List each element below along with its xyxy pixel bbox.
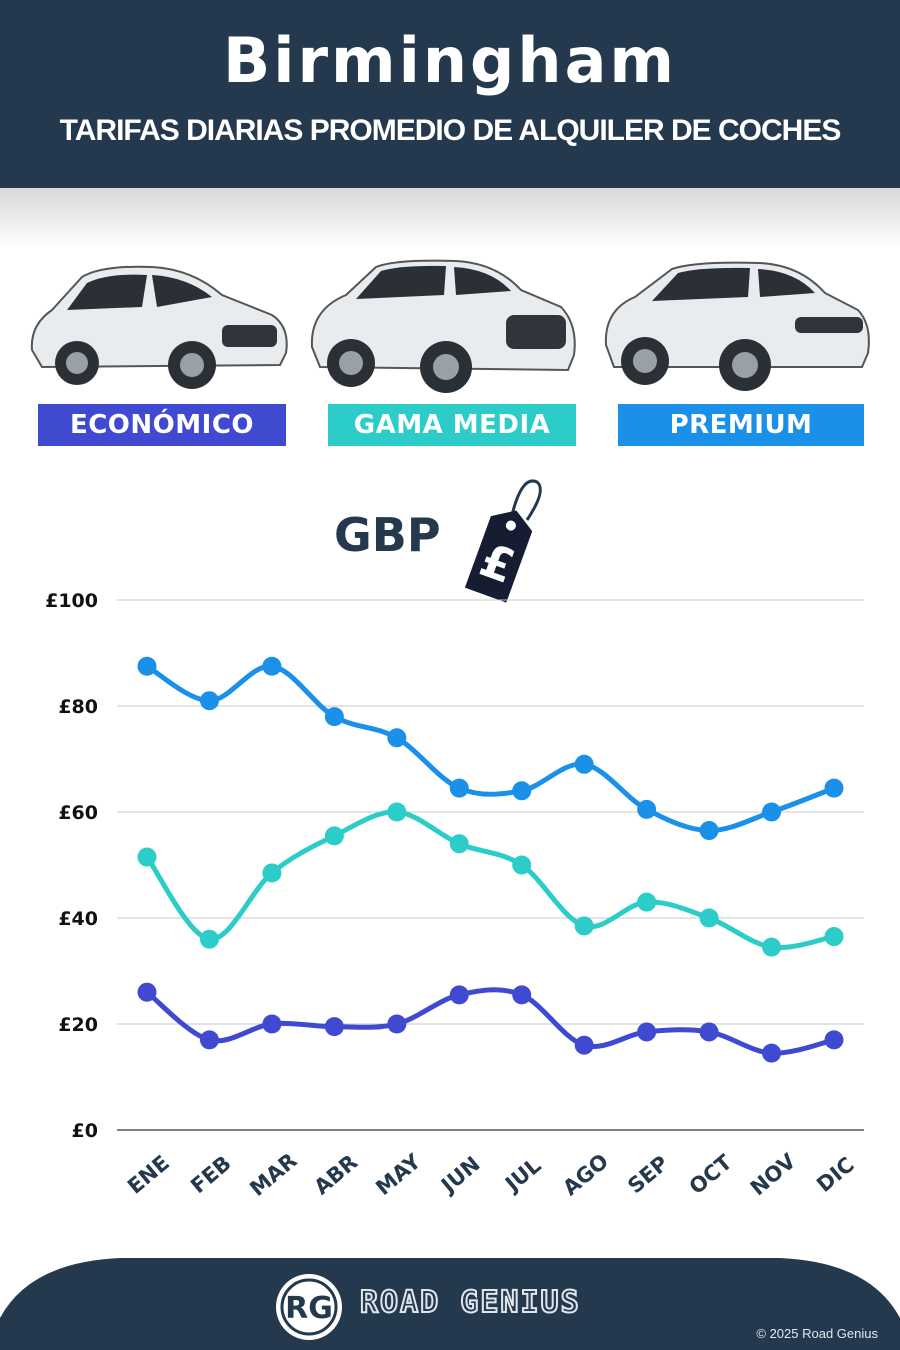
series-line-premium	[145, 663, 835, 834]
data-point-gama-media	[387, 802, 407, 822]
data-point-gama-media	[449, 834, 469, 854]
x-tick-label: SEP	[623, 1151, 673, 1198]
x-tick-label: MAR	[245, 1148, 301, 1201]
data-point-premium	[199, 691, 219, 711]
x-tick-label: ENE	[123, 1151, 174, 1199]
page-subtitle: TARIFAS DIARIAS PROMEDIO DE ALQUILER DE …	[59, 114, 842, 147]
data-point-premium	[574, 754, 594, 774]
data-point-econ-mico	[387, 1014, 407, 1034]
data-point-econ-mico	[762, 1043, 782, 1063]
data-point-gama-media	[762, 937, 782, 957]
data-point-premium	[387, 728, 407, 748]
x-tick-label: DIC	[812, 1152, 859, 1197]
data-point-econ-mico	[512, 985, 532, 1005]
data-point-premium	[137, 656, 157, 676]
data-point-premium	[762, 802, 782, 822]
data-point-premium	[637, 799, 657, 819]
data-point-premium	[512, 781, 532, 801]
category-label-economy: ECONÓMICO	[38, 404, 286, 446]
y-tick-label: £40	[58, 908, 98, 930]
x-tick-label: MAY	[371, 1149, 426, 1200]
page-title: Birmingham	[222, 24, 678, 97]
data-point-econ-mico	[262, 1014, 282, 1034]
footer-banner	[0, 1258, 900, 1350]
premium-car-image	[604, 261, 870, 391]
data-point-gama-media	[324, 826, 344, 846]
x-tick-label: JUN	[435, 1152, 484, 1199]
data-point-premium	[449, 778, 469, 798]
x-tick-label: AGO	[558, 1149, 613, 1200]
data-point-econ-mico	[199, 1030, 219, 1050]
data-point-econ-mico	[324, 1017, 344, 1037]
x-tick-label: NOV	[746, 1149, 801, 1201]
data-point-econ-mico	[637, 1022, 657, 1042]
y-tick-label: £80	[58, 696, 98, 718]
x-tick-label: ABR	[310, 1150, 363, 1200]
data-point-econ-mico	[449, 985, 469, 1005]
data-point-econ-mico	[824, 1030, 844, 1050]
copyright-text: © 2025 Road Genius	[756, 1326, 878, 1341]
series-line-gama-media	[144, 809, 835, 951]
data-point-gama-media	[824, 927, 844, 947]
y-tick-label: £20	[58, 1014, 98, 1036]
data-point-gama-media	[574, 916, 594, 936]
line-chart: £0 £20 £40 £60 £80 £100 ENE FEB MAR ABR MAY JUN JUL A…	[45, 590, 864, 1201]
road-genius-logo-icon: RG	[276, 1274, 342, 1340]
header-shadow	[0, 188, 900, 248]
price-tag-icon: £	[464, 479, 542, 603]
logo-initials: RG	[285, 1291, 333, 1326]
data-point-premium	[824, 778, 844, 798]
x-tick-label: OCT	[685, 1150, 737, 1199]
data-point-gama-media	[262, 863, 282, 883]
data-point-gama-media	[699, 908, 719, 928]
x-tick-label: JUL	[499, 1153, 545, 1197]
data-point-gama-media	[199, 929, 219, 949]
economy-car-image	[30, 265, 288, 389]
data-point-econ-mico	[574, 1035, 594, 1055]
data-point-econ-mico	[699, 1022, 719, 1042]
y-tick-label: £0	[72, 1120, 98, 1142]
currency-label: GBP	[334, 508, 441, 562]
category-label-premium: PREMIUM	[618, 404, 864, 446]
y-tick-label: £60	[58, 802, 98, 824]
data-point-premium	[699, 821, 719, 841]
category-label-mid-range: GAMA MEDIA	[328, 404, 576, 446]
data-point-gama-media	[137, 847, 157, 867]
data-point-premium	[324, 707, 344, 727]
data-point-gama-media	[637, 892, 657, 912]
mid-range-car-image	[310, 259, 576, 393]
series-line-econ-mico	[145, 987, 835, 1056]
brand-name-text: ROAD GENIUS	[359, 1284, 581, 1321]
header-banner: Birmingham TARIFAS DIARIAS PROMEDIO DE A…	[0, 0, 900, 188]
brand-name: ROAD GENIUS	[359, 1284, 581, 1321]
y-tick-label: £100	[45, 590, 98, 612]
data-point-econ-mico	[137, 982, 157, 1002]
data-point-premium	[262, 656, 282, 676]
data-point-gama-media	[512, 855, 532, 875]
x-tick-label: FEB	[186, 1151, 236, 1198]
